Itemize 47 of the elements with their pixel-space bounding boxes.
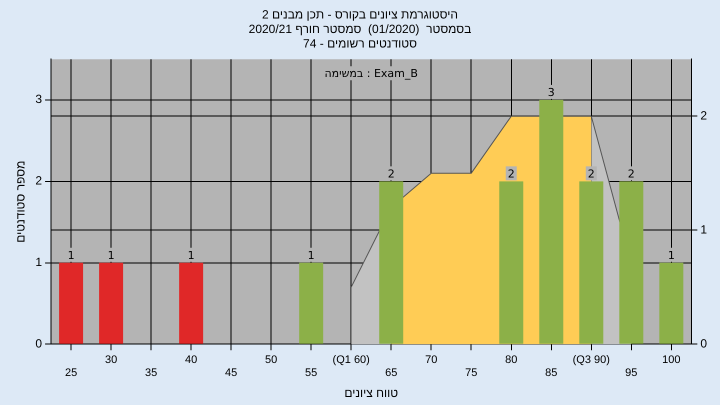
data-label: 2 bbox=[388, 167, 395, 180]
x-tick-label: 25 bbox=[64, 367, 78, 380]
bar bbox=[579, 181, 604, 344]
data-label: 1 bbox=[308, 248, 315, 262]
y-axis-title: מספר סטודנטים bbox=[14, 160, 28, 243]
bar bbox=[619, 181, 644, 344]
chart-subtitle: בסמסטר (01/2020) סמסטר חורף 2020/21 סטודנטים רשומים - 74 bbox=[248, 22, 472, 50]
bar bbox=[299, 262, 324, 344]
chart-title: היסטוגרמת ציונים בקורס - תכן מבנים 2 bbox=[262, 8, 458, 22]
y-tick-label: 0 bbox=[35, 336, 42, 351]
x-tick-label: 85 bbox=[545, 367, 558, 380]
y2-tick-label: 2 bbox=[700, 108, 708, 123]
x-tick-label: 35 bbox=[144, 367, 158, 380]
x-tick-label: 40 bbox=[185, 354, 198, 366]
data-label: 2 bbox=[588, 167, 595, 180]
y-tick-label: 1 bbox=[35, 255, 42, 270]
annotation: במשימה : Exam_B bbox=[324, 67, 418, 80]
x-tick-label: (Q1 60) bbox=[332, 354, 370, 366]
bar bbox=[659, 262, 684, 344]
data-label: 1 bbox=[188, 248, 195, 262]
x-tick-label: 45 bbox=[225, 367, 238, 380]
x-axis-title: טווח ציונים bbox=[344, 386, 398, 400]
x-tick-label: 50 bbox=[265, 354, 278, 366]
y-tick-label: 3 bbox=[35, 92, 42, 106]
x-tick-label: (Q3 90) bbox=[572, 354, 610, 366]
data-label: 2 bbox=[508, 167, 515, 180]
y-tick-label: 2 bbox=[35, 174, 42, 188]
data-label: 3 bbox=[548, 86, 555, 99]
data-label: 1 bbox=[68, 248, 75, 262]
x-tick-label: 30 bbox=[104, 354, 118, 366]
bar bbox=[539, 100, 564, 344]
x-tick-label: 65 bbox=[385, 367, 398, 380]
x-tick-label: 95 bbox=[625, 367, 638, 380]
x-tick-label: 80 bbox=[505, 354, 518, 366]
data-label: 1 bbox=[108, 248, 115, 262]
bar bbox=[499, 181, 524, 344]
y2-tick-label: 1 bbox=[700, 222, 708, 237]
data-label: 1 bbox=[668, 248, 675, 262]
x-tick-label: 55 bbox=[305, 367, 318, 380]
bar bbox=[99, 262, 124, 344]
bar bbox=[59, 262, 84, 344]
y2-tick-label: 0 bbox=[700, 336, 708, 351]
x-tick-label: 75 bbox=[465, 367, 478, 380]
bar bbox=[179, 262, 204, 344]
x-tick-label: 70 bbox=[425, 354, 438, 366]
data-label: 2 bbox=[628, 167, 635, 180]
x-tick-label: 100 bbox=[662, 354, 680, 366]
